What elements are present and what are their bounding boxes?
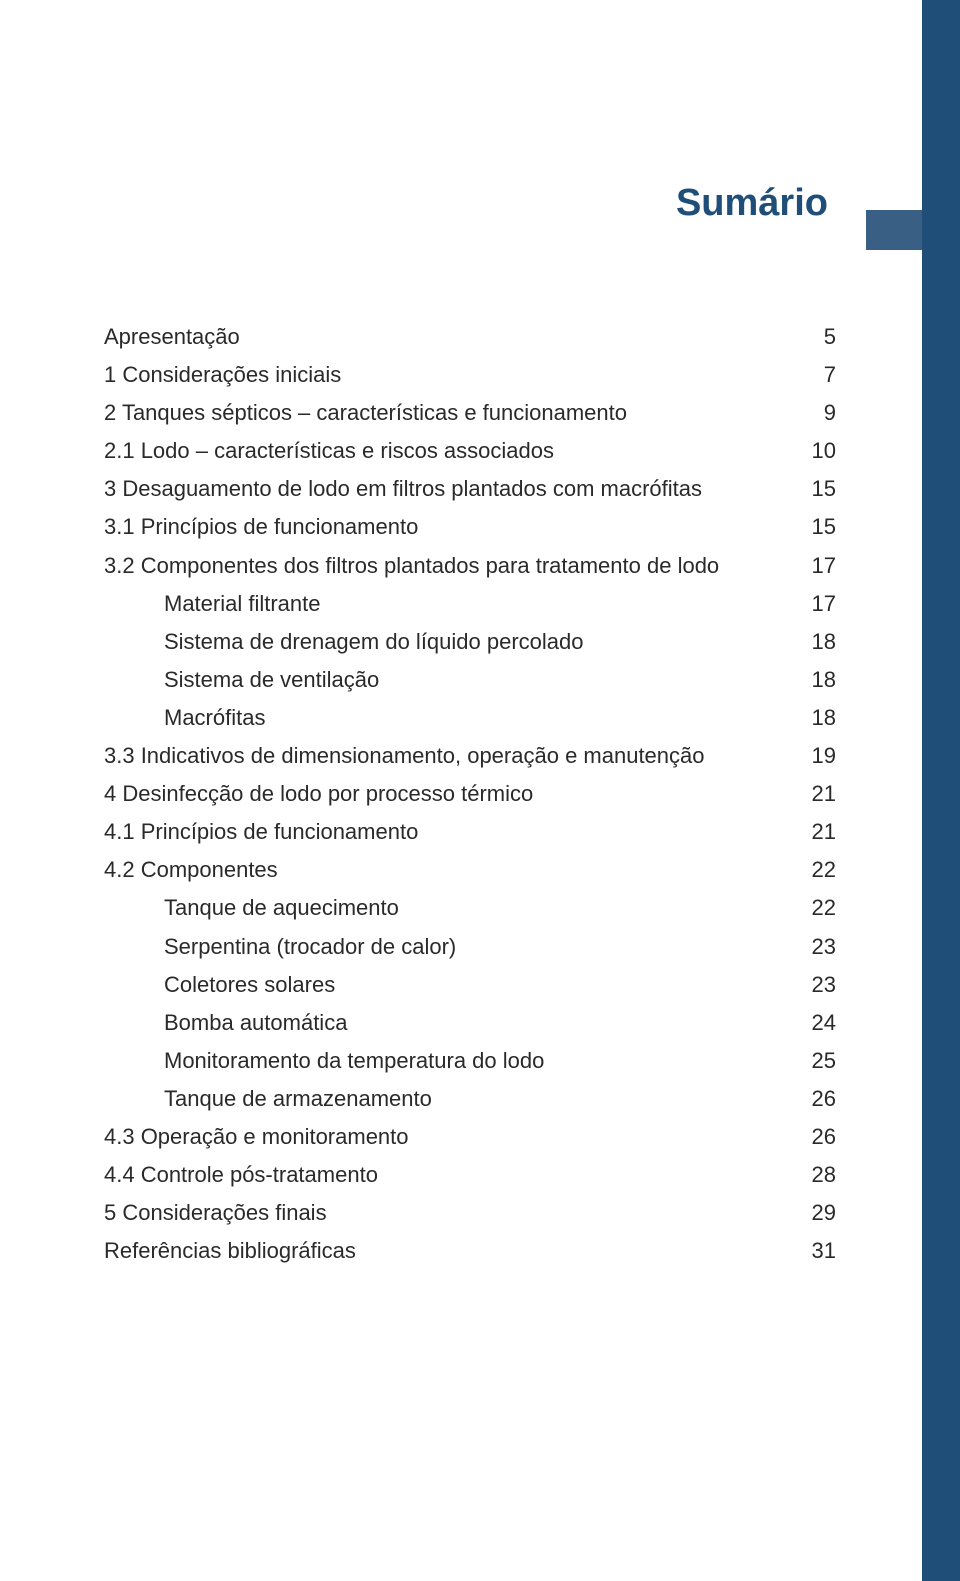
toc-row: 2 Tanques sépticos – características e f… [104, 396, 836, 430]
toc-page-number: 9 [796, 396, 836, 430]
toc-page-number: 17 [796, 549, 836, 583]
side-tab-marker [866, 210, 922, 250]
toc-row: 3.1 Princípios de funcionamento15 [104, 510, 836, 544]
toc-label: Bomba automática [104, 1006, 796, 1040]
toc-page-number: 31 [796, 1234, 836, 1268]
toc-row: 4.1 Princípios de funcionamento21 [104, 815, 836, 849]
toc-row: Referências bibliográficas31 [104, 1234, 836, 1268]
toc-label: 4.1 Princípios de funcionamento [104, 815, 796, 849]
toc-label: 3.3 Indicativos de dimensionamento, oper… [104, 739, 796, 773]
toc-row: Apresentação5 [104, 320, 836, 354]
toc-label: 3 Desaguamento de lodo em filtros planta… [104, 472, 796, 506]
toc-page-number: 21 [796, 777, 836, 811]
toc-label: Serpentina (trocador de calor) [104, 930, 796, 964]
toc-page-number: 26 [796, 1120, 836, 1154]
toc-row: Material filtrante17 [104, 587, 836, 621]
toc-label: 4 Desinfecção de lodo por processo térmi… [104, 777, 796, 811]
toc-row: Bomba automática24 [104, 1006, 836, 1040]
toc-page-number: 15 [796, 472, 836, 506]
toc-row: 4 Desinfecção de lodo por processo térmi… [104, 777, 836, 811]
toc-page-number: 23 [796, 968, 836, 1002]
toc-label: Material filtrante [104, 587, 796, 621]
toc-page-number: 25 [796, 1044, 836, 1078]
toc-row: 1 Considerações iniciais7 [104, 358, 836, 392]
toc-label: 4.2 Componentes [104, 853, 796, 887]
toc-row: Sistema de drenagem do líquido percolado… [104, 625, 836, 659]
toc-row: Sistema de ventilação18 [104, 663, 836, 697]
toc-page-number: 5 [796, 320, 836, 354]
page: Sumário Apresentação51 Considerações ini… [0, 0, 960, 1581]
toc-label: Macrófitas [104, 701, 796, 735]
toc-row: Tanque de aquecimento22 [104, 891, 836, 925]
toc-row: 4.4 Controle pós-tratamento28 [104, 1158, 836, 1192]
toc-label: Tanque de aquecimento [104, 891, 796, 925]
toc-label: 2 Tanques sépticos – características e f… [104, 396, 796, 430]
toc-page-number: 18 [796, 701, 836, 735]
toc-label: 3.2 Componentes dos filtros plantados pa… [104, 549, 796, 583]
toc-row: 3.2 Componentes dos filtros plantados pa… [104, 549, 836, 583]
toc-label: 4.3 Operação e monitoramento [104, 1120, 796, 1154]
toc-label: Sistema de ventilação [104, 663, 796, 697]
toc-row: 3 Desaguamento de lodo em filtros planta… [104, 472, 836, 506]
toc-row: Tanque de armazenamento26 [104, 1082, 836, 1116]
toc-page-number: 18 [796, 625, 836, 659]
toc-page-number: 28 [796, 1158, 836, 1192]
toc-page-number: 21 [796, 815, 836, 849]
toc-row: Macrófitas18 [104, 701, 836, 735]
toc-label: Coletores solares [104, 968, 796, 1002]
page-title: Sumário [676, 182, 828, 225]
toc-row: Monitoramento da temperatura do lodo25 [104, 1044, 836, 1078]
toc-row: 4.2 Componentes22 [104, 853, 836, 887]
toc-label: 2.1 Lodo – características e riscos asso… [104, 434, 796, 468]
toc-page-number: 23 [796, 930, 836, 964]
toc-page-number: 17 [796, 587, 836, 621]
toc-label: Referências bibliográficas [104, 1234, 796, 1268]
toc-page-number: 15 [796, 510, 836, 544]
toc-page-number: 18 [796, 663, 836, 697]
toc-label: 1 Considerações iniciais [104, 358, 796, 392]
toc-page-number: 24 [796, 1006, 836, 1040]
toc-label: 5 Considerações finais [104, 1196, 796, 1230]
toc-label: Apresentação [104, 320, 796, 354]
toc-page-number: 19 [796, 739, 836, 773]
toc-page-number: 10 [796, 434, 836, 468]
toc-page-number: 22 [796, 891, 836, 925]
toc-label: Monitoramento da temperatura do lodo [104, 1044, 796, 1078]
toc-page-number: 22 [796, 853, 836, 887]
toc-row: 4.3 Operação e monitoramento26 [104, 1120, 836, 1154]
toc-page-number: 7 [796, 358, 836, 392]
table-of-contents: Apresentação51 Considerações iniciais72 … [104, 320, 836, 1272]
toc-row: 3.3 Indicativos de dimensionamento, oper… [104, 739, 836, 773]
side-accent-bar [922, 0, 960, 1581]
toc-label: 3.1 Princípios de funcionamento [104, 510, 796, 544]
toc-row: 2.1 Lodo – características e riscos asso… [104, 434, 836, 468]
toc-row: Serpentina (trocador de calor)23 [104, 930, 836, 964]
toc-label: Tanque de armazenamento [104, 1082, 796, 1116]
toc-label: 4.4 Controle pós-tratamento [104, 1158, 796, 1192]
toc-page-number: 26 [796, 1082, 836, 1116]
toc-row: Coletores solares23 [104, 968, 836, 1002]
toc-row: 5 Considerações finais29 [104, 1196, 836, 1230]
toc-page-number: 29 [796, 1196, 836, 1230]
toc-label: Sistema de drenagem do líquido percolado [104, 625, 796, 659]
